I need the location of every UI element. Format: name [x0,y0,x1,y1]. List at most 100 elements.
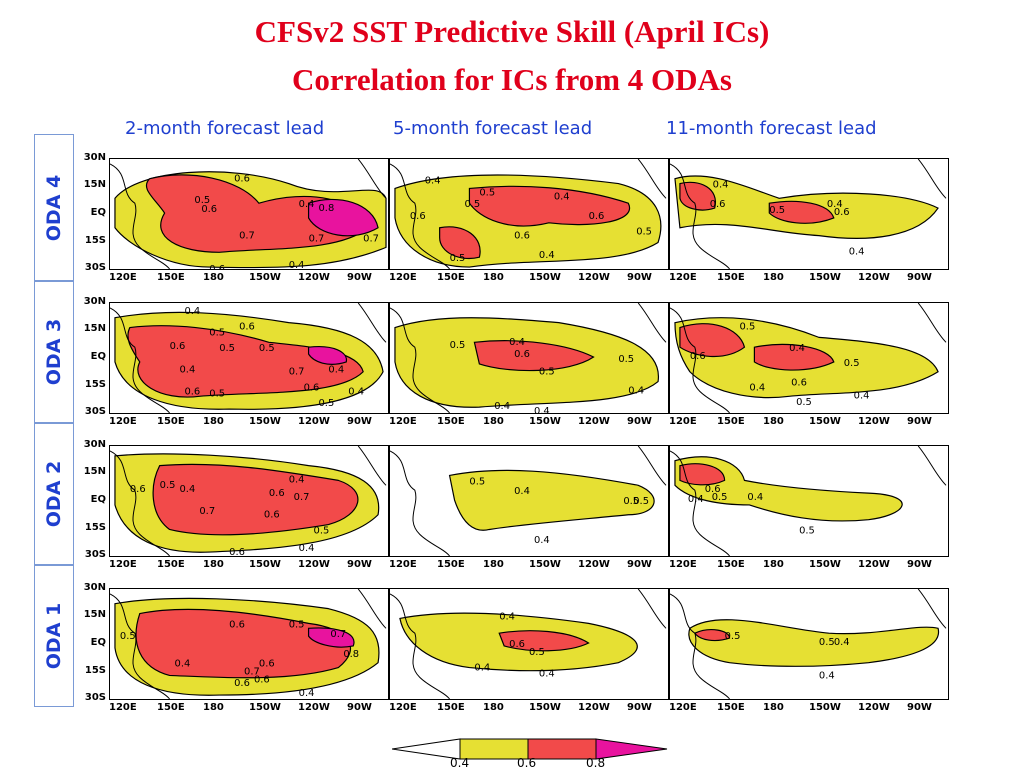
contour-label: 0.5 [796,397,812,408]
colorbar-tick-0-6: 0.6 [517,756,537,770]
subtitle: Correlation for ICs from 4 ODAs [292,62,732,97]
contour-region [468,185,631,227]
row-label-oda4: ODA 4 [34,134,74,281]
map-panel: 0.4 0.5 0.4 0.5 0.6 0.6 0.6 0.5 0.4 0.5 [389,158,669,270]
lon-tick-label: 150E [437,559,465,570]
lat-tick-label: 15S [84,235,106,246]
map-panel: 0.6 0.4 0.5 0.4 0.5 [669,445,949,557]
correlation-map: 0.60.50.60.70.40.80.70.70.40.6 [110,159,387,269]
coastline [390,589,667,699]
contour-label: 0.6 [229,619,245,630]
lon-tick-label: 120E [389,702,417,713]
contour-label: 0.6 [234,678,250,689]
colorbar-tick-0-8: 0.8 [586,756,606,770]
lon-tick-label: 150W [809,416,841,427]
contour-label: 0.5 [209,327,225,338]
contour-label: 0.6 [710,199,726,210]
lat-tick-label: 15S [84,379,106,390]
lon-tick-label: 90W [907,559,932,570]
lon-tick-label: 180 [763,272,784,283]
contour-label: 0.5 [479,187,495,198]
contour-label: 0.6 [254,674,270,685]
lon-tick-label: 120E [669,559,697,570]
contour-label: 0.4 [713,180,729,191]
map-panel: 0.50.60.50.40.70.60.60.80.70.60.40.5 [109,588,389,700]
lon-tick-label: 90W [907,702,932,713]
coastline [390,159,667,269]
coastline [670,589,947,699]
contour-label: 0.6 [514,349,530,360]
contour-label: 0.5 [289,619,305,630]
lon-tick-label: 90W [347,416,372,427]
lat-tick-label: EQ [90,494,106,505]
contour-label: 0.5 [194,195,210,206]
contour-label: 0.4 [289,260,305,269]
lon-tick-label: 150W [529,272,561,283]
contour-label: 0.7 [244,666,260,677]
correlation-map: 0.4 0.5 0.6 0.6 0.5 0.5 0.4 0.7 0.4 0.6 0.6 0.5 0.4 0… [110,303,387,413]
contour-label: 0.5 [623,496,639,507]
row-label-text: ODA 2 [43,460,65,528]
lon-tick-label: 150W [249,702,281,713]
lon-tick-label: 180 [203,272,224,283]
contour-label: 0.4 [509,337,525,348]
contour-region [688,619,939,667]
contour-label: 0.5 [469,476,485,487]
contour-label: 0.4 [514,486,530,497]
contour-label: 0.4 [849,246,865,257]
contour-label: 0.4 [494,401,510,412]
lon-tick-label: 150E [157,416,185,427]
contour-label: 0.4 [175,659,191,670]
contour-label: 0.5 [844,358,860,369]
coastline [390,303,667,413]
contour-label: 0.4 [539,250,555,261]
correlation-map: 0.60.4 0.5 0.40.5 [670,446,947,556]
contour-label: 0.6 [234,174,250,185]
lon-tick-label: 180 [763,559,784,570]
contour-label: 0.6 [791,378,807,389]
contour-label: 0.5 [259,343,275,354]
correlation-map: 0.5 0.6 0.4 0.5 0.4 0.6 0.5 0.4 [670,303,947,413]
main-title: CFSv2 SST Predictive Skill (April ICs) [254,14,770,49]
contour-label: 0.4 [299,688,315,699]
contour-label: 0.5 [740,322,756,333]
lon-tick-label: 150W [809,702,841,713]
lat-tick-label: 15S [84,665,106,676]
contour-label: 0.4 [554,191,570,202]
lon-tick-label: 90W [907,416,932,427]
contour-label: 0.5 [209,388,225,399]
contour-label: 0.4 [534,406,550,413]
map-panel: 0.4 0.5 0.6 0.6 0.5 0.5 0.4 0.7 0.4 0.6 0.6 0.5 0.4 0… [109,302,389,414]
contour-label: 0.4 [184,306,200,317]
lon-tick-label: 150E [717,416,745,427]
contour-region [679,323,746,358]
coastline [670,303,947,413]
lon-tick-label: 180 [483,559,504,570]
contour-label: 0.4 [180,365,196,376]
contour-label: 0.5 [450,340,466,351]
contour-label: 0.4 [628,385,644,396]
lon-tick-label: 150W [809,272,841,283]
lon-tick-label: 120W [298,559,330,570]
lon-tick-label: 150E [437,702,465,713]
correlation-map: 0.50.5 0.40.4 [670,589,947,699]
contour-label: 0.5 [712,492,728,503]
lon-tick-label: 120E [669,702,697,713]
contour-label: 0.7 [239,231,255,242]
lon-tick-label: 120W [858,702,890,713]
contour-label: 0.6 [834,207,850,218]
lon-tick-label: 180 [483,702,504,713]
contour-label: 0.7 [199,506,215,517]
lon-tick-label: 180 [763,702,784,713]
correlation-map: 0.4 0.6 0.5 0.4 0.4 [390,589,667,699]
lon-tick-label: 120W [578,416,610,427]
column-header-5-month: 5-month forecast lead [393,118,593,139]
contour-region [145,174,369,253]
contour-label: 0.5 [769,205,785,216]
contour-region [152,463,359,536]
map-panel: 0.4 0.6 0.5 0.4 0.6 0.4 [669,158,949,270]
contour-label: 0.6 [259,659,275,670]
contour-region [679,181,717,211]
contour-label: 0.5 [725,631,741,642]
contour-region [473,340,595,372]
